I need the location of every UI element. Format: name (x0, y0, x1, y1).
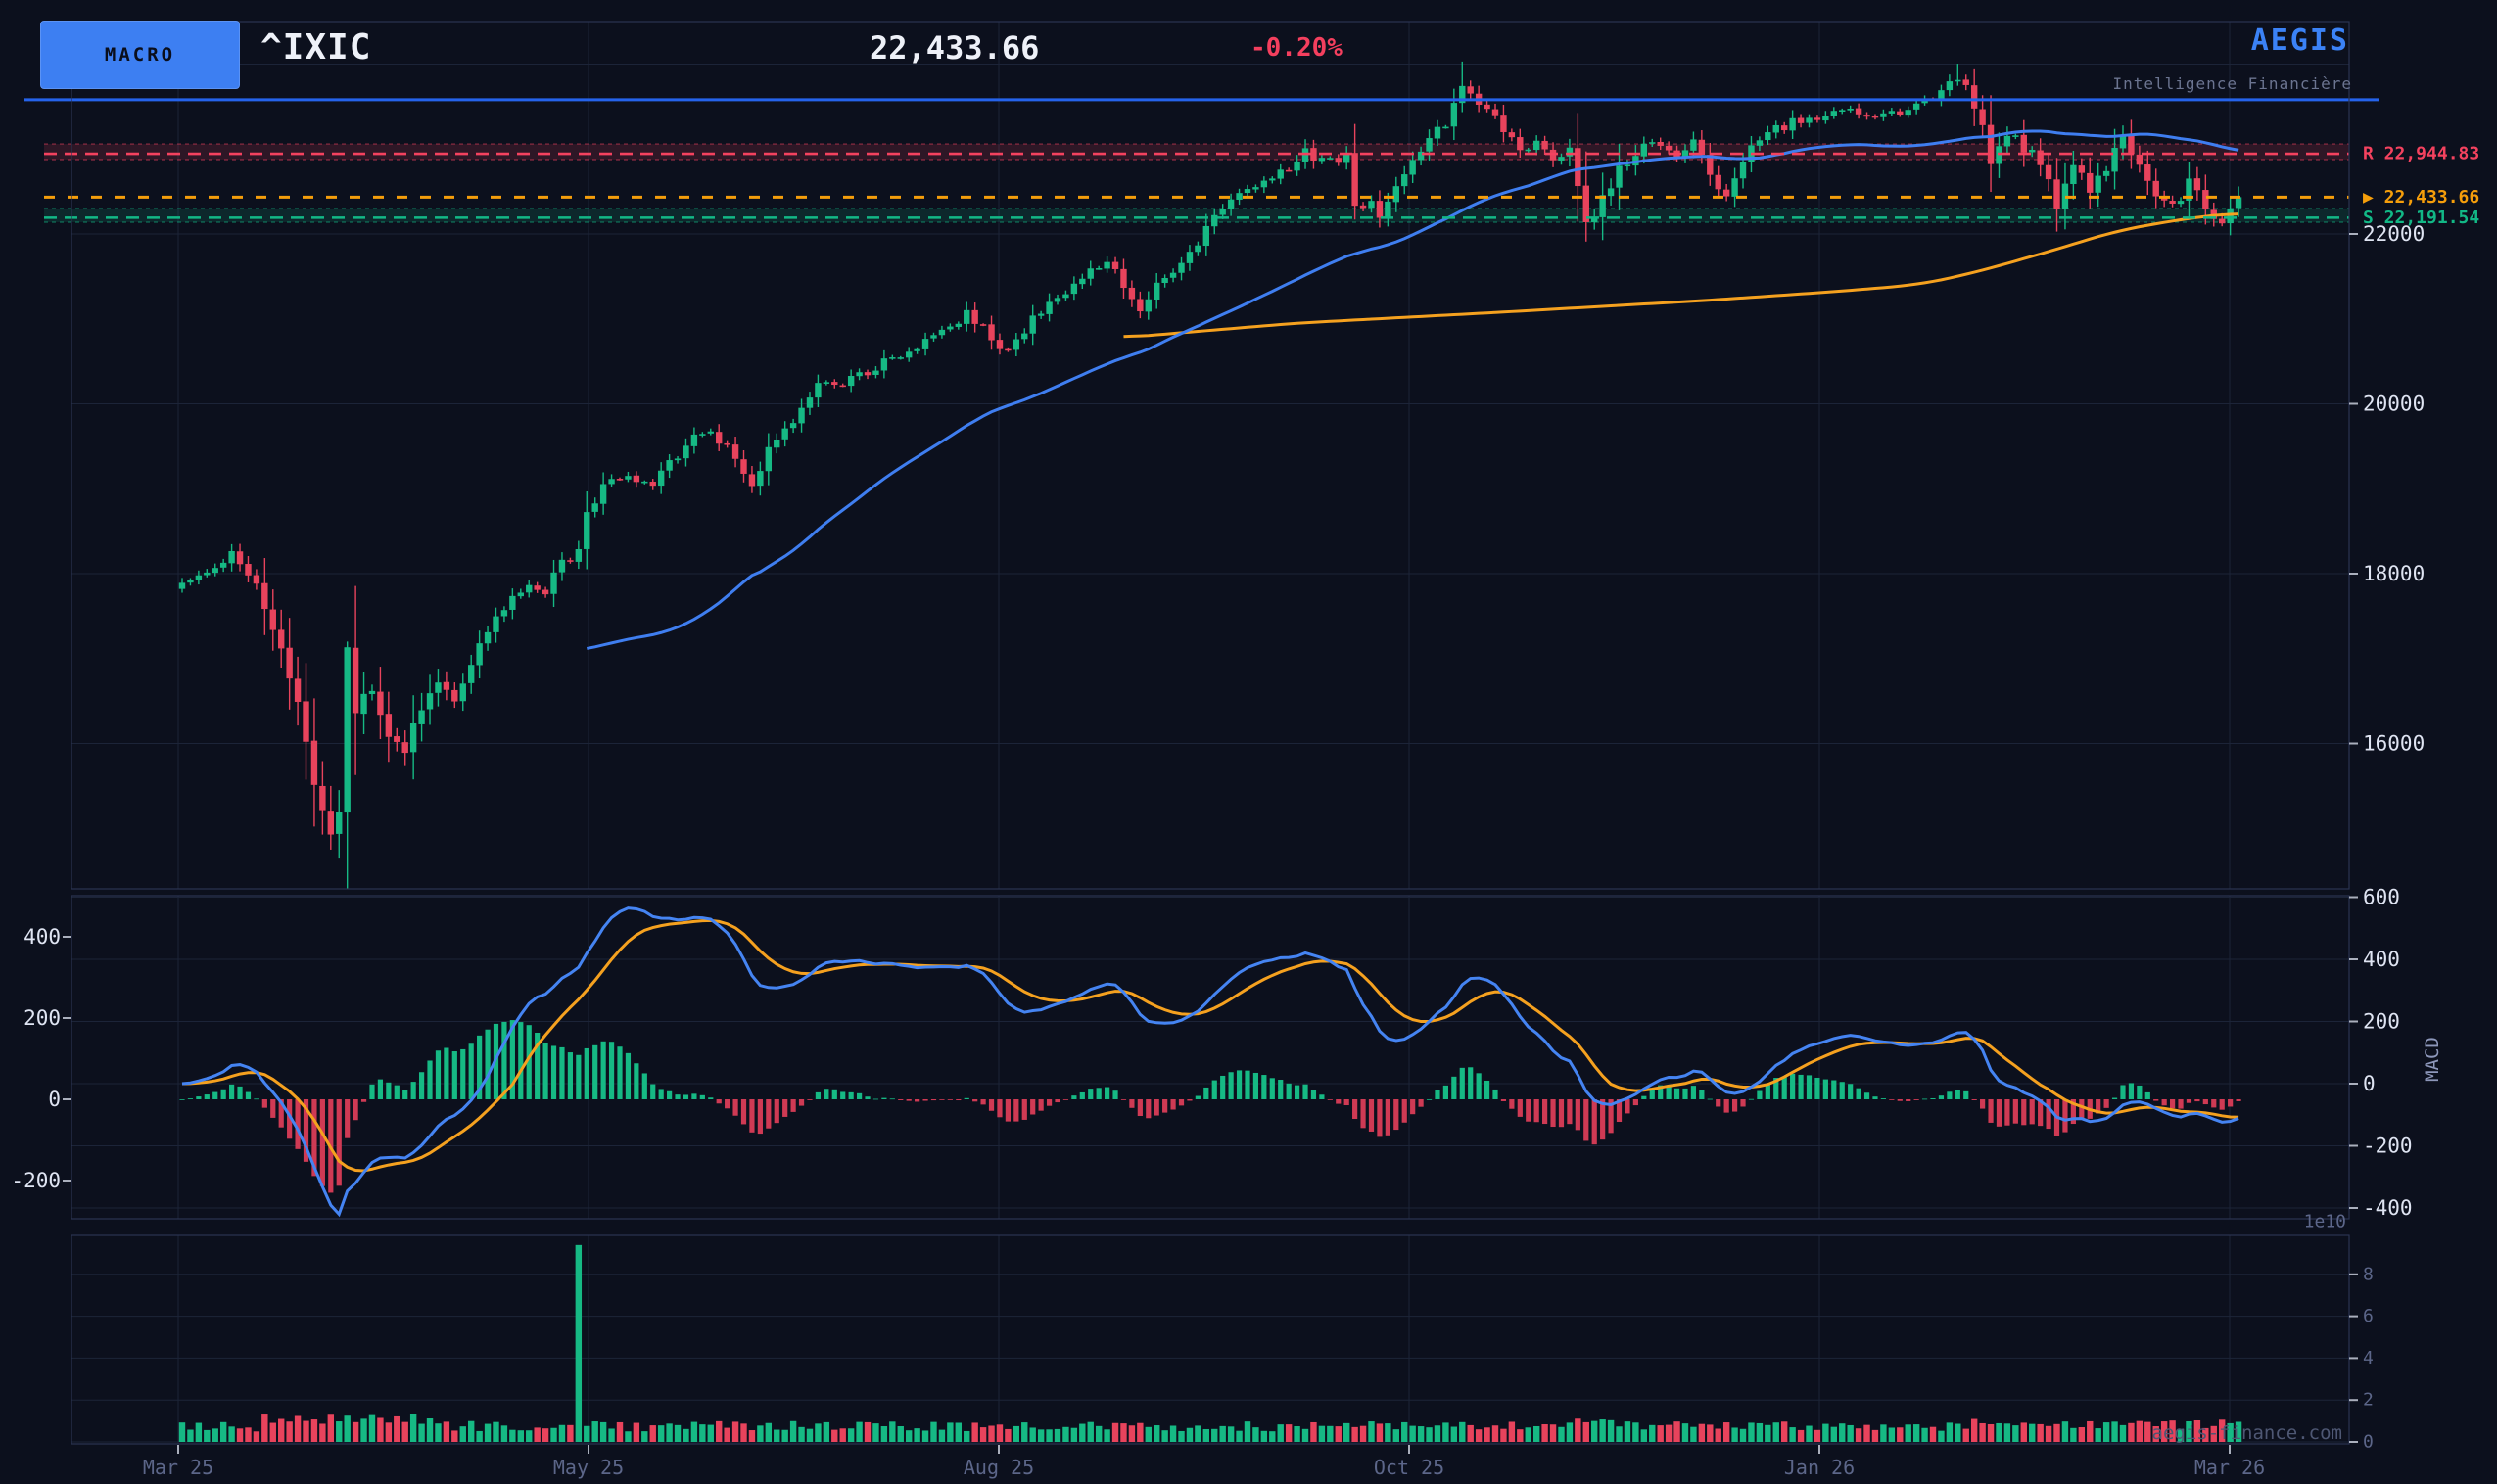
price-tick-label: 16000 (2363, 732, 2425, 756)
brand-logo: AEGIS (2250, 23, 2349, 58)
last-price: 22,433.66 (870, 29, 1040, 67)
price-tick-label: 20000 (2363, 393, 2425, 416)
tick-marks (63, 233, 2358, 1454)
volume-tick-label: 0 (2363, 1432, 2374, 1453)
price-tick-label: 22000 (2363, 222, 2425, 246)
x-tick-label: Oct 25 (1374, 1456, 1444, 1479)
price-tick-label: 18000 (2363, 562, 2425, 585)
brand-subtitle: Intelligence Financière (2112, 74, 2352, 93)
pane-frames (71, 21, 2350, 1445)
macd-right-tick-label: -200 (2363, 1135, 2413, 1158)
macd-right-tick-label: 0 (2363, 1072, 2376, 1095)
symbol-title: ^IXIC (260, 27, 372, 68)
support-label: S 22,191.54 (2363, 208, 2479, 228)
change-percent: -0.20% (1250, 33, 1343, 63)
macd-right-tick-label: 400 (2363, 948, 2400, 971)
macd-line (181, 906, 2239, 1218)
sma-fast-line (586, 129, 2239, 650)
volume-scale-label: 1e10 (2304, 1212, 2346, 1232)
support-band (44, 208, 2349, 223)
sma-slow-line (1123, 212, 2239, 339)
volume-tick-label: 6 (2363, 1306, 2374, 1326)
x-tick-label: Mar 26 (2194, 1456, 2265, 1479)
x-tick-label: May 25 (553, 1456, 624, 1479)
macd-right-tick-label: -400 (2363, 1196, 2413, 1220)
macd-right-tick-label: 200 (2363, 1010, 2400, 1034)
macd-axis-title: MACD (2422, 1037, 2443, 1082)
volume-tick-label: 2 (2363, 1390, 2374, 1411)
volume-tick-label: 4 (2363, 1348, 2374, 1368)
moving-averages (586, 129, 2239, 650)
volume-pane (178, 1244, 2242, 1442)
macd-left-tick-label: 0 (48, 1088, 61, 1111)
watermark: aegis-finance.com (2152, 1422, 2342, 1444)
resistance-label: R 22,944.83 (2363, 144, 2479, 164)
macd-left-tick-label: -200 (11, 1169, 61, 1192)
x-tick-label: Jan 26 (1784, 1456, 1855, 1479)
macro-button[interactable]: MACRO (40, 21, 240, 89)
macd-pane (179, 906, 2241, 1218)
x-tick-label: Aug 25 (964, 1456, 1034, 1479)
current-price-label: ▶ 22,433.66 (2363, 187, 2479, 208)
volume-tick-label: 8 (2363, 1264, 2374, 1284)
gridlines (71, 22, 2349, 1444)
macd-left-tick-label: 200 (24, 1006, 61, 1030)
resistance-band (44, 143, 2349, 161)
x-tick-label: Mar 25 (143, 1456, 213, 1479)
macd-right-tick-label: 600 (2363, 886, 2400, 909)
macd-left-tick-label: 400 (24, 925, 61, 949)
